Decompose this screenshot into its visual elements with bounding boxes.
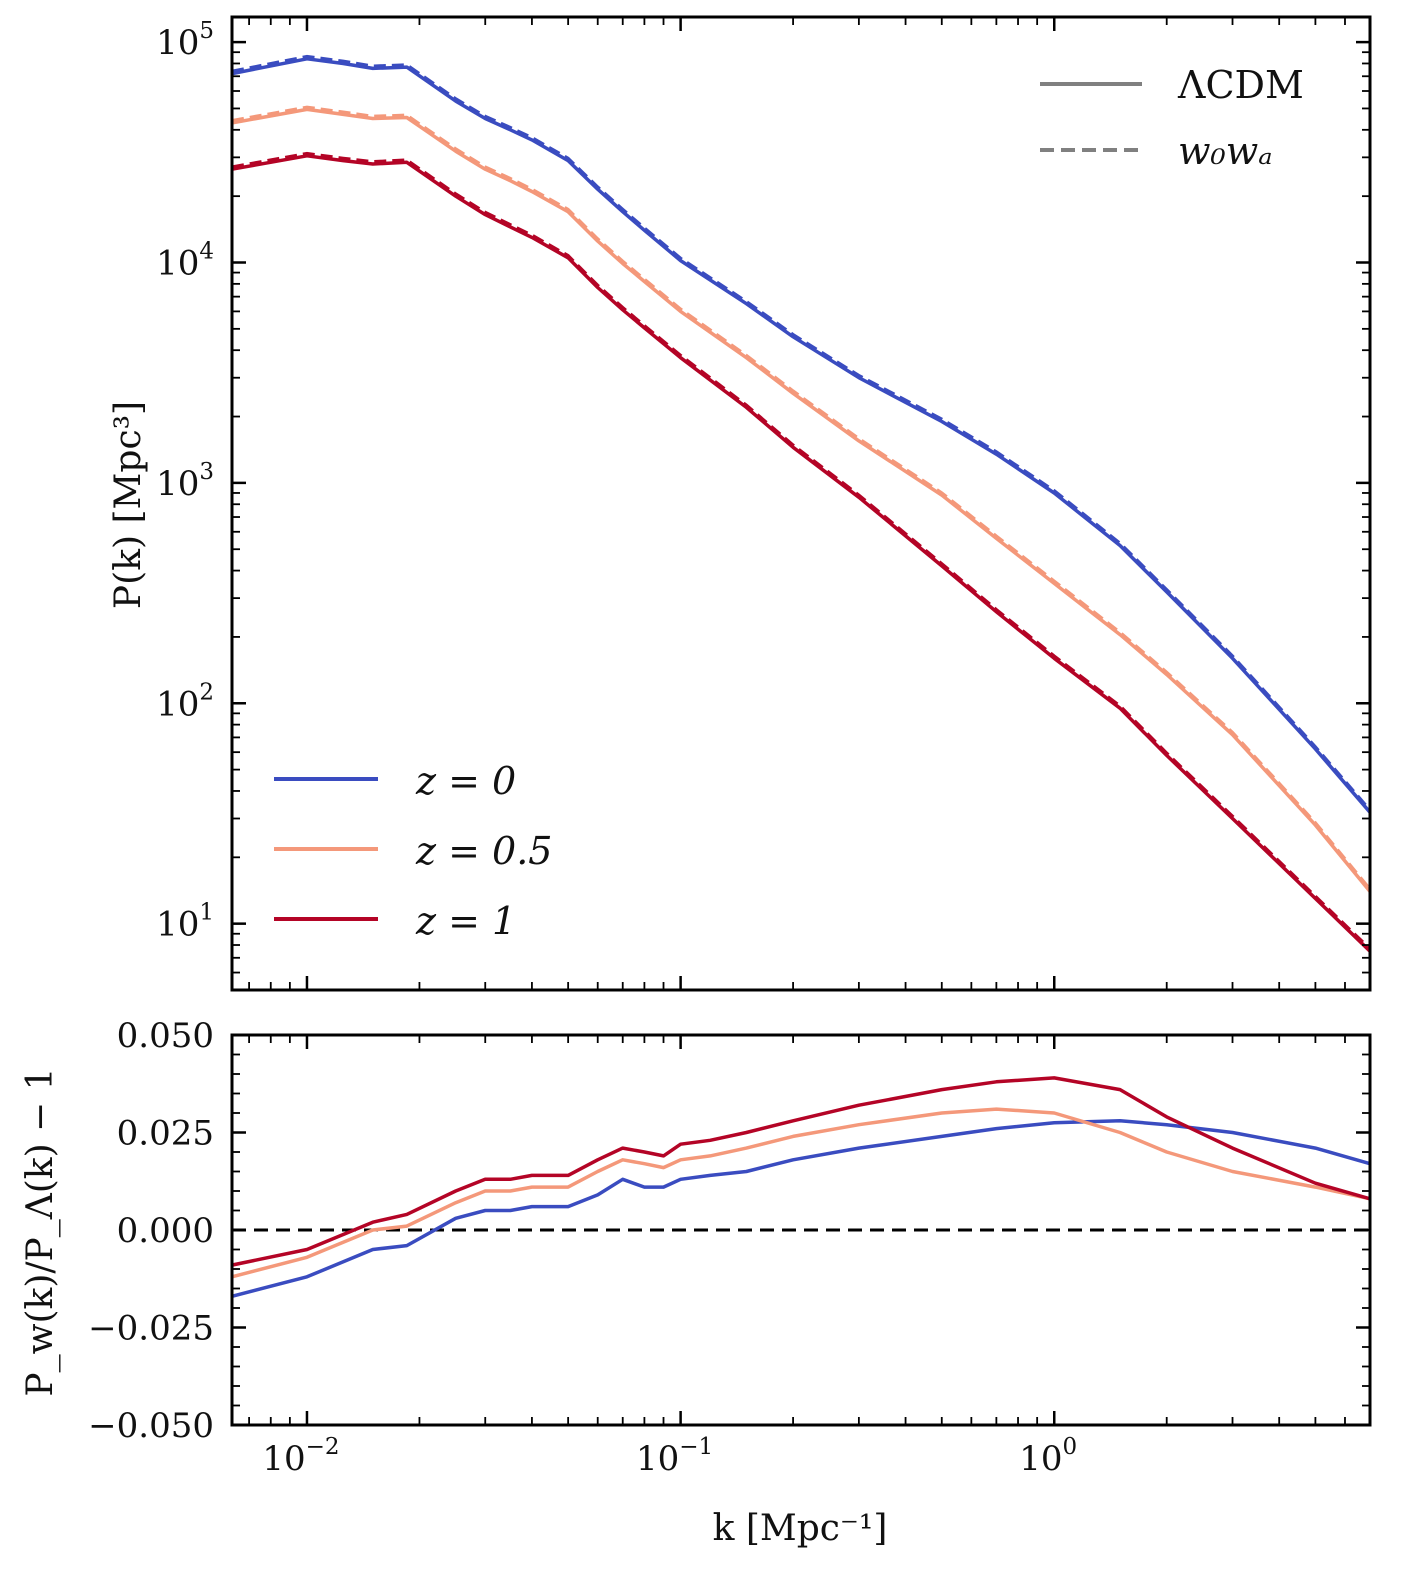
xtick-base: 10 (262, 1439, 305, 1479)
xtick-exp: −2 (306, 1434, 340, 1460)
bottom-ytick-label: 0.025 (117, 1114, 214, 1154)
xtick-label: 10−1 (636, 1434, 713, 1479)
top-ytick-label: 101 (156, 900, 214, 945)
top-ytick-exp: 3 (199, 459, 214, 485)
xtick-label: 10−2 (262, 1434, 339, 1479)
legend-label-dashed: w₀wₐ (1178, 129, 1273, 173)
top-ytick-base: 10 (156, 905, 199, 945)
bottom-ytick-label: −0.025 (88, 1309, 214, 1349)
top-ytick-exp: 4 (199, 238, 214, 264)
top-ytick-base: 10 (156, 464, 199, 504)
top-ytick-label: 104 (156, 238, 214, 283)
top-ytick-base: 10 (156, 684, 199, 724)
legend-color-label: z = 1 (415, 899, 516, 943)
top-ytick-label: 105 (156, 18, 214, 63)
top-ytick-exp: 2 (199, 679, 214, 705)
bottom-y-axis-label: P_w(k)/P_Λ(k) − 1 (20, 1067, 61, 1396)
xtick-label: 100 (1019, 1434, 1077, 1479)
xtick-exp: 0 (1063, 1434, 1078, 1460)
bottom-ytick-label: 0.000 (117, 1211, 214, 1251)
top-ytick-exp: 1 (199, 900, 214, 926)
top-series-lcdm-2 (232, 154, 1370, 953)
top-ytick-base: 10 (156, 23, 199, 63)
bottom-ytick-label: 0.050 (117, 1016, 214, 1056)
top-ytick-label: 103 (156, 459, 214, 504)
top-series-w0wa-2 (232, 151, 1370, 950)
xtick-base: 10 (1019, 1439, 1062, 1479)
top-y-axis-label: P(k) [Mpc³] (108, 401, 149, 609)
bottom-series-0 (232, 1119, 1370, 1298)
xtick-base: 10 (636, 1439, 679, 1479)
bottom-series-2 (232, 1076, 1370, 1267)
top-series-w0wa-1 (232, 105, 1370, 891)
xtick-exp: −1 (679, 1434, 713, 1460)
top-ytick-base: 10 (156, 243, 199, 283)
top-ytick-label: 102 (156, 679, 214, 724)
bottom-ytick-label: −0.050 (88, 1406, 214, 1446)
legend-color-label: z = 0.5 (415, 829, 552, 873)
top-series-lcdm-0 (232, 57, 1370, 814)
legend-color-label: z = 0 (415, 759, 516, 803)
top-series-lcdm-1 (232, 107, 1370, 893)
bottom-axes-frame (230, 1033, 1372, 1427)
x-axis-label: k [Mpc⁻¹] (713, 1508, 888, 1549)
top-axes-frame (230, 15, 1372, 992)
top-ytick-exp: 5 (199, 18, 214, 44)
bottom-series-1 (232, 1107, 1370, 1279)
legend-label-solid: ΛCDM (1177, 63, 1304, 107)
